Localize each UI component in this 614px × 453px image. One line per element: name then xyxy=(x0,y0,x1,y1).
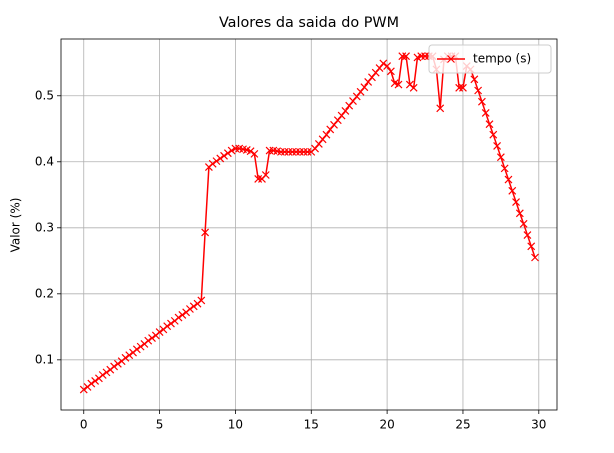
legend-box xyxy=(428,44,552,74)
x-tick-label: 0 xyxy=(80,418,88,432)
marker xyxy=(421,52,429,61)
marker xyxy=(144,336,153,345)
marker xyxy=(167,319,175,328)
marker xyxy=(110,362,119,371)
marker xyxy=(477,97,486,106)
marker xyxy=(223,149,232,158)
marker xyxy=(383,62,392,70)
marker xyxy=(98,371,107,379)
marker xyxy=(121,353,130,362)
marker xyxy=(519,219,528,228)
marker xyxy=(91,377,100,385)
marker xyxy=(136,342,145,351)
y-tick-label: 0.2 xyxy=(35,286,54,300)
marker xyxy=(303,147,312,156)
axes-frame xyxy=(60,38,558,411)
marker xyxy=(360,83,369,92)
marker xyxy=(398,52,407,61)
marker xyxy=(113,359,122,368)
x-tick-label: 30 xyxy=(531,418,546,432)
marker xyxy=(523,231,532,239)
legend-label: tempo (s) xyxy=(473,52,531,66)
marker xyxy=(500,164,509,173)
marker xyxy=(178,311,187,319)
marker xyxy=(459,83,467,92)
marker xyxy=(125,351,134,360)
marker xyxy=(277,147,285,156)
marker xyxy=(79,385,88,394)
marker xyxy=(386,67,395,76)
marker xyxy=(417,52,426,61)
marker xyxy=(246,147,255,156)
marker xyxy=(512,198,520,206)
marker xyxy=(254,175,263,183)
marker xyxy=(197,296,206,305)
marker xyxy=(261,171,270,179)
legend: tempo (s) xyxy=(428,44,552,74)
x-tick-label: 10 xyxy=(228,418,243,432)
marker xyxy=(527,242,536,251)
marker xyxy=(394,80,403,89)
marker xyxy=(227,146,236,155)
x-tick-label: 20 xyxy=(379,418,394,432)
x-tick-label: 25 xyxy=(455,418,470,432)
marker xyxy=(148,334,156,342)
marker xyxy=(455,83,464,92)
y-axis-label: Valor (%) xyxy=(9,198,23,253)
marker xyxy=(409,83,418,92)
marker xyxy=(489,130,498,139)
marker xyxy=(265,146,274,155)
marker xyxy=(280,147,289,156)
marker xyxy=(163,322,172,331)
marker xyxy=(299,147,308,156)
marker xyxy=(295,147,304,156)
marker xyxy=(470,75,479,84)
legend-marker xyxy=(447,55,455,63)
marker xyxy=(379,59,388,68)
marker xyxy=(155,328,164,337)
marker xyxy=(436,104,445,113)
marker xyxy=(284,147,293,156)
marker xyxy=(496,153,505,162)
y-tick-label: 0.3 xyxy=(35,220,54,234)
marker xyxy=(212,157,221,166)
marker xyxy=(189,302,198,311)
y-tick-label: 0.1 xyxy=(35,352,54,366)
marker xyxy=(341,107,350,115)
marker xyxy=(201,228,210,237)
marker xyxy=(87,379,96,388)
chart-title: Valores da saida do PWM xyxy=(219,15,399,31)
marker xyxy=(216,154,225,163)
x-tick-label: 15 xyxy=(304,418,319,432)
marker xyxy=(504,175,513,184)
marker xyxy=(485,120,494,129)
y-tick-label: 0.5 xyxy=(35,88,54,102)
marker xyxy=(220,151,228,160)
marker xyxy=(531,253,539,262)
marker xyxy=(474,86,483,95)
marker xyxy=(493,142,502,150)
marker xyxy=(208,159,217,168)
marker xyxy=(322,130,331,139)
marker xyxy=(132,345,141,354)
marker xyxy=(508,186,517,195)
x-tick-label: 5 xyxy=(156,418,164,432)
marker xyxy=(231,144,240,153)
marker xyxy=(402,52,411,61)
marker xyxy=(102,368,111,377)
marker xyxy=(515,209,524,218)
y-tick-label: 0.4 xyxy=(35,154,54,168)
marker xyxy=(250,149,259,158)
marker xyxy=(174,313,183,322)
marker xyxy=(288,147,297,156)
marker xyxy=(186,305,194,313)
marker xyxy=(292,147,301,156)
marker xyxy=(481,109,490,117)
